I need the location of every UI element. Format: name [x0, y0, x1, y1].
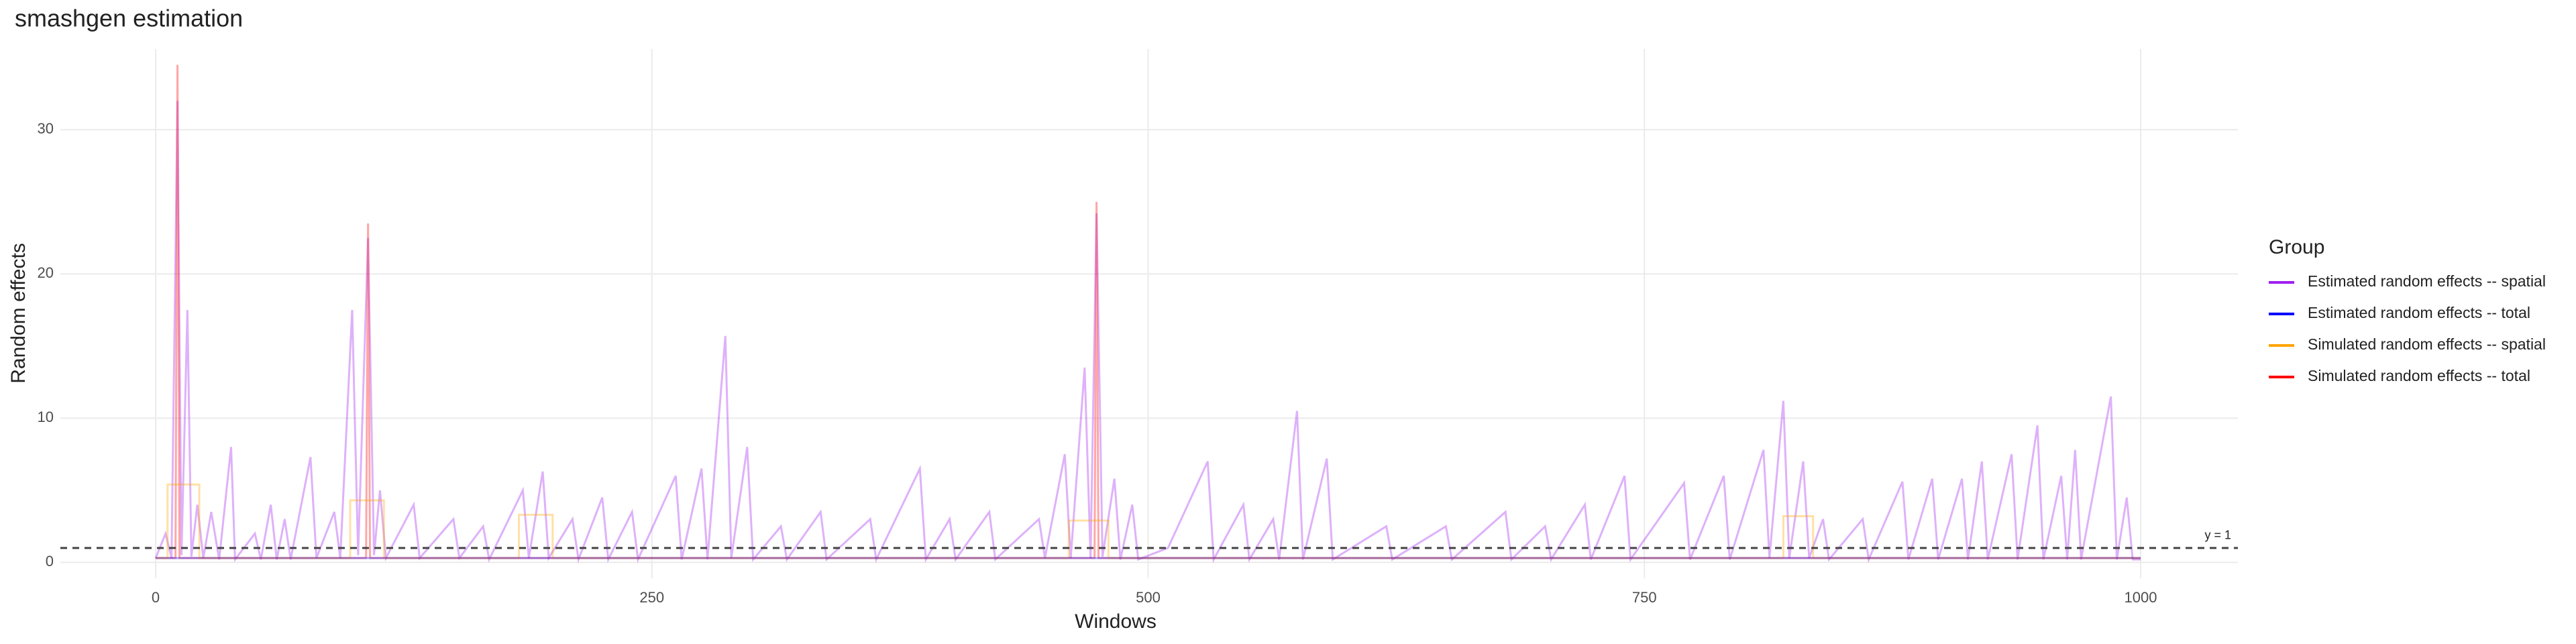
legend-title: Group	[2269, 236, 2324, 258]
series-line	[156, 483, 2141, 559]
series-line	[154, 101, 2141, 564]
x-tick-label: 500	[1136, 589, 1161, 606]
x-axis-label: Windows	[1075, 610, 1157, 633]
x-tick-label: 750	[1632, 589, 1657, 606]
y-tick-label: 30	[38, 120, 54, 137]
x-tick-label: 0	[152, 589, 160, 606]
legend-label: Estimated random effects -- spatial	[2308, 272, 2546, 290]
legend-label: Simulated random effects -- total	[2308, 367, 2530, 384]
y-tick-label: 0	[46, 553, 54, 570]
x-tick-label: 250	[639, 589, 664, 606]
legend-label: Estimated random effects -- total	[2308, 304, 2530, 321]
y-tick-label: 20	[38, 264, 54, 281]
chart-title: smashgen estimation	[15, 5, 243, 32]
y-tick-label: 10	[38, 409, 54, 425]
reference-label: y = 1	[2204, 529, 2231, 542]
y-axis-label: Random effects	[7, 243, 30, 384]
legend-label: Simulated random effects -- spatial	[2308, 335, 2546, 353]
series-line	[156, 64, 2141, 559]
x-tick-label: 1000	[2125, 589, 2157, 606]
